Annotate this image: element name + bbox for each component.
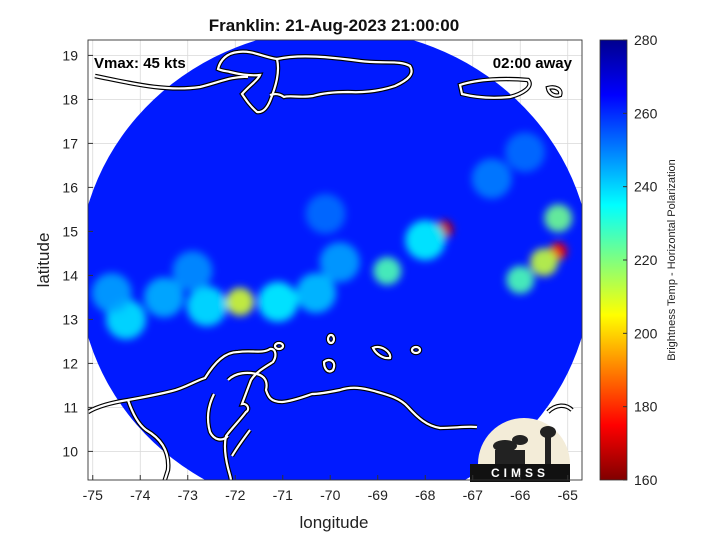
colorbar-tick-label: 200 bbox=[634, 325, 658, 341]
coastline-cuba bbox=[94, 74, 249, 90]
chart-title: Franklin: 21-Aug-2023 21:00:00 bbox=[209, 16, 459, 35]
coastline-venezuela bbox=[227, 371, 478, 430]
x-tick-label: -71 bbox=[273, 487, 293, 503]
coastline-hispaniola bbox=[216, 50, 280, 114]
coastline-curacao bbox=[322, 358, 336, 373]
colorbar bbox=[599, 39, 628, 481]
x-tick-label: -75 bbox=[83, 487, 103, 503]
colorbar-tick-label: 280 bbox=[634, 32, 658, 48]
logo-tower-tank bbox=[540, 426, 556, 438]
coastline-bonaire bbox=[326, 333, 336, 345]
x-axis-label: longitude bbox=[299, 513, 368, 532]
swath-feature bbox=[258, 281, 298, 322]
logo-banner bbox=[470, 464, 570, 482]
coastline-los-roques bbox=[371, 345, 392, 360]
y-tick-label: 15 bbox=[62, 223, 78, 239]
y-tick-label: 16 bbox=[62, 179, 78, 195]
coastline-trinidad bbox=[547, 404, 573, 413]
y-tick-label: 13 bbox=[62, 311, 78, 327]
y-tick-label: 19 bbox=[62, 47, 78, 63]
swath-feature bbox=[144, 277, 184, 318]
colorbar-tick-label: 240 bbox=[634, 179, 658, 195]
coastline-virgin-islands bbox=[546, 86, 562, 97]
axes-box bbox=[87, 39, 583, 481]
colorbar-tick-label: 220 bbox=[634, 252, 658, 268]
coastline-aruba bbox=[273, 341, 285, 351]
logo-dish-right bbox=[512, 435, 528, 445]
vmax-annotation: Vmax: 45 kts bbox=[94, 55, 186, 72]
axes-frame bbox=[87, 39, 583, 481]
x-tick-label: -70 bbox=[320, 487, 340, 503]
swath-feature bbox=[91, 273, 132, 313]
coastline-colombia-border bbox=[126, 399, 170, 480]
coastline-puerto-rico bbox=[458, 77, 531, 99]
colorbar-label: Brightness Temp - Horizontal Polarizatio… bbox=[666, 159, 678, 361]
y-tick-label: 12 bbox=[62, 355, 78, 371]
swath-feature bbox=[373, 257, 402, 285]
y-axis-ticks: 10 11 12 13 14 15 16 17 18 19 bbox=[62, 47, 93, 459]
swath-feature bbox=[471, 158, 512, 199]
coastline-hispaniola-east bbox=[269, 55, 413, 99]
colorbar-ticks: 160 180 200 220 240 260 280 bbox=[623, 32, 658, 488]
colorbar-tick-label: 260 bbox=[634, 105, 658, 121]
y-tick-label: 17 bbox=[62, 135, 78, 151]
colorbar-tick-label: 160 bbox=[634, 472, 658, 488]
x-tick-label: -66 bbox=[510, 487, 530, 503]
swath-feature bbox=[544, 204, 573, 233]
x-tick-label: -69 bbox=[368, 487, 388, 503]
x-tick-label: -68 bbox=[415, 487, 435, 503]
x-tick-label: -67 bbox=[463, 487, 483, 503]
swath-feature bbox=[505, 132, 545, 173]
colorbar-tick-label: 180 bbox=[634, 399, 658, 415]
coastline-south-america bbox=[88, 347, 277, 480]
swath-feature bbox=[305, 193, 346, 234]
swath-feature bbox=[226, 287, 254, 316]
coastline-guajira bbox=[231, 429, 251, 457]
swath-feature bbox=[296, 273, 336, 313]
time-away-annotation: 02:00 away bbox=[493, 55, 573, 72]
swath-features bbox=[91, 132, 573, 340]
swath-feature bbox=[506, 265, 535, 294]
y-tick-label: 14 bbox=[62, 267, 78, 283]
x-axis-ticks: -75 -74 -73 -72 -71 -70 -69 -68 -67 -66 -65 bbox=[83, 475, 578, 503]
logo-text: CIMSS bbox=[491, 466, 549, 480]
cimss-logo: CIMSS bbox=[470, 418, 570, 482]
swath-feature bbox=[319, 242, 360, 283]
swath-feature bbox=[405, 220, 446, 261]
logo-dish-left bbox=[493, 440, 517, 452]
coastlines bbox=[88, 50, 573, 480]
y-tick-label: 18 bbox=[62, 91, 78, 107]
y-tick-label: 10 bbox=[62, 443, 78, 459]
x-tick-label: -65 bbox=[558, 487, 578, 503]
logo-tower bbox=[545, 435, 551, 464]
swath-feature bbox=[530, 248, 558, 277]
y-tick-label: 11 bbox=[63, 399, 78, 415]
y-axis-label: latitude bbox=[34, 233, 53, 288]
logo-dish-base bbox=[495, 450, 525, 464]
swath-feature bbox=[186, 286, 227, 327]
x-tick-label: -73 bbox=[178, 487, 198, 503]
coastline-margarita bbox=[410, 345, 422, 355]
swath-feature bbox=[172, 251, 213, 291]
coastline-lake-maracaibo bbox=[206, 393, 229, 441]
x-tick-label: -72 bbox=[225, 487, 245, 503]
x-tick-label: -74 bbox=[130, 487, 150, 503]
